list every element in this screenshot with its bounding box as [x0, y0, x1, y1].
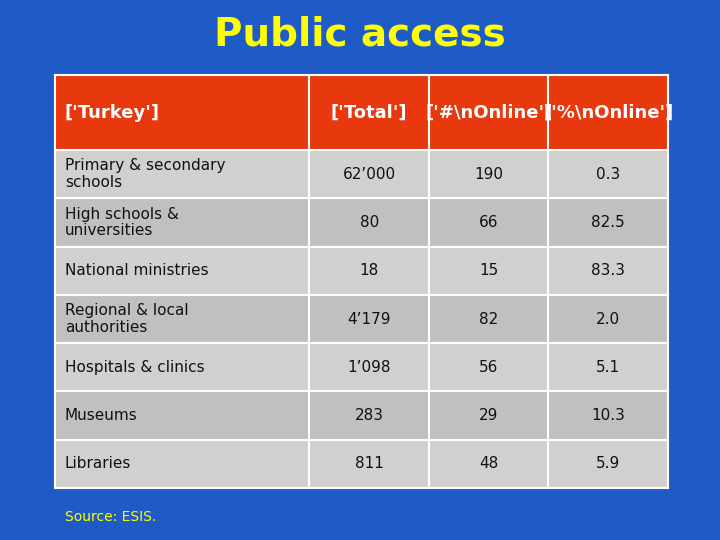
Text: 283: 283 — [355, 408, 384, 423]
Text: 62’000: 62’000 — [343, 167, 396, 181]
Text: 5.9: 5.9 — [596, 456, 621, 471]
Text: 190: 190 — [474, 167, 503, 181]
Text: Museums: Museums — [65, 408, 138, 423]
Text: 83.3: 83.3 — [591, 263, 625, 278]
Text: 0.3: 0.3 — [596, 167, 621, 181]
Text: 5.1: 5.1 — [596, 360, 621, 375]
Bar — [55, 440, 668, 488]
Text: 10.3: 10.3 — [591, 408, 625, 423]
Text: High schools &
universities: High schools & universities — [65, 206, 179, 238]
Text: 82.5: 82.5 — [591, 215, 625, 230]
Text: Public access: Public access — [214, 16, 506, 54]
Text: National ministries: National ministries — [65, 263, 209, 278]
Text: ['%\nOnline']: ['%\nOnline'] — [543, 104, 673, 122]
Bar — [55, 295, 668, 343]
Text: 1’098: 1’098 — [348, 360, 391, 375]
Text: 48: 48 — [479, 456, 498, 471]
Bar — [55, 247, 668, 295]
Text: 811: 811 — [355, 456, 384, 471]
Text: Regional & local
authorities: Regional & local authorities — [65, 303, 189, 335]
Text: 4’179: 4’179 — [348, 312, 391, 327]
Text: ['Total']: ['Total'] — [331, 104, 408, 122]
Text: Source: ESIS.: Source: ESIS. — [65, 510, 156, 524]
Bar — [55, 75, 668, 150]
Text: ['#\nOnline']: ['#\nOnline'] — [425, 104, 552, 122]
Text: Primary & secondary
schools: Primary & secondary schools — [65, 158, 225, 190]
Text: 66: 66 — [479, 215, 498, 230]
Text: 15: 15 — [479, 263, 498, 278]
Bar — [55, 392, 668, 440]
Text: 18: 18 — [359, 263, 379, 278]
Bar — [55, 150, 668, 198]
Text: Libraries: Libraries — [65, 456, 131, 471]
Text: ['Turkey']: ['Turkey'] — [65, 104, 160, 122]
Bar — [55, 343, 668, 391]
Text: Hospitals & clinics: Hospitals & clinics — [65, 360, 204, 375]
Text: 2.0: 2.0 — [596, 312, 621, 327]
Text: 56: 56 — [479, 360, 498, 375]
Text: 80: 80 — [359, 215, 379, 230]
Text: 29: 29 — [479, 408, 498, 423]
Text: 82: 82 — [479, 312, 498, 327]
Bar — [55, 198, 668, 247]
